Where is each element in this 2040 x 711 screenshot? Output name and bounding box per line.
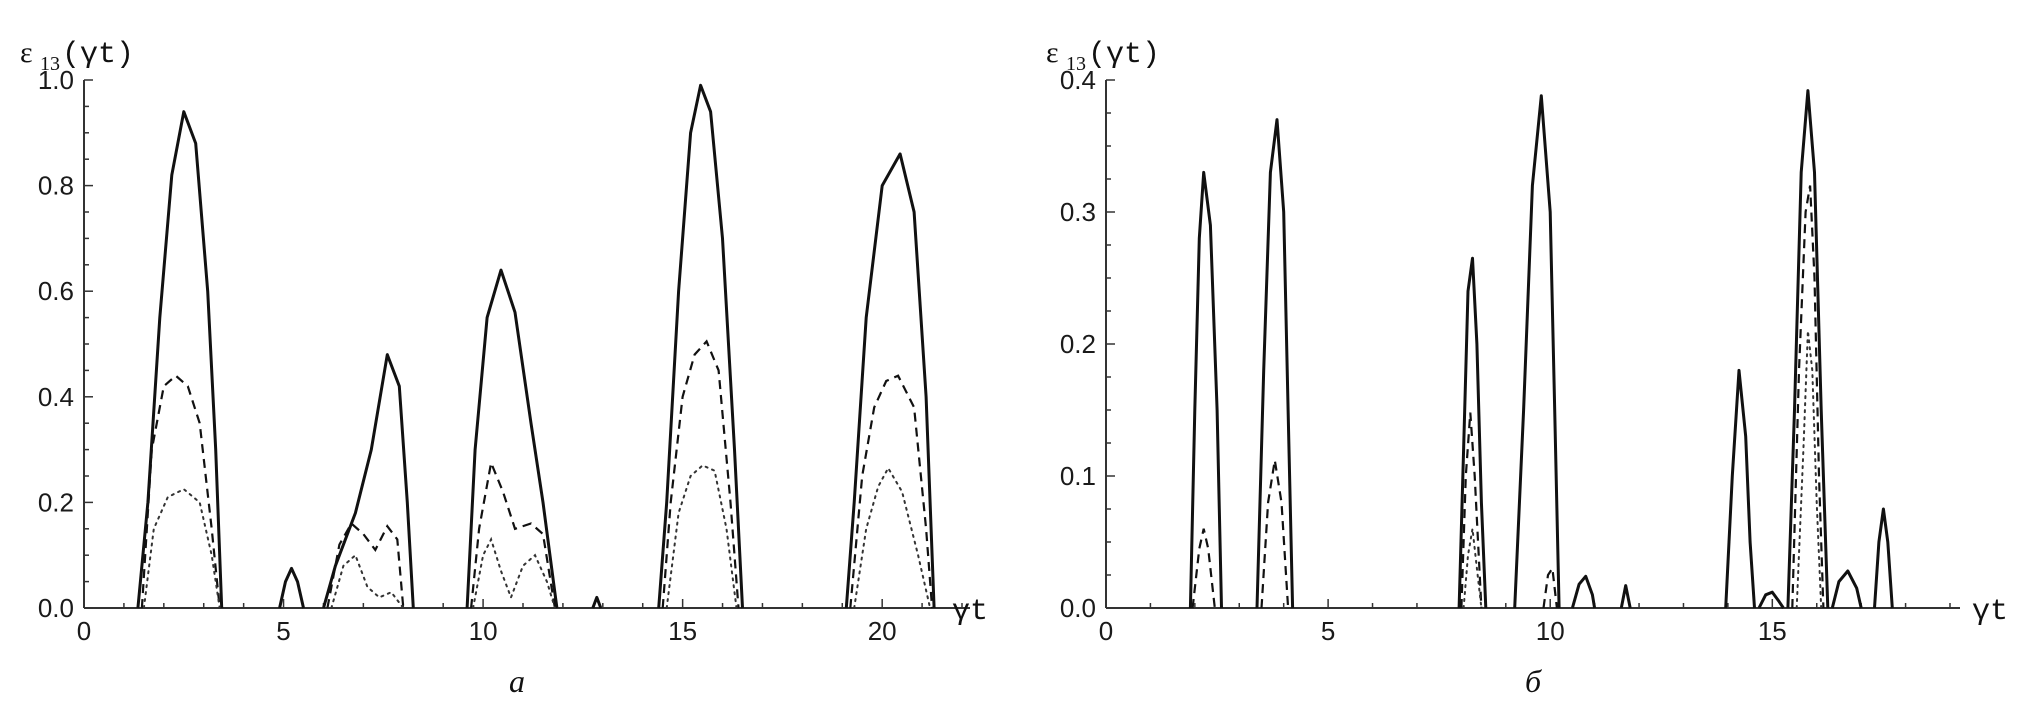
panel-b-y-tick-label: 0.0 [1060,593,1096,623]
panel-b-solid-curve [1786,89,1830,609]
panel-b-xlabel: γt [1972,595,2008,629]
panel-a-ylabel-sub: 13 [40,53,60,75]
panel-b-solid-curve [1457,256,1488,609]
panel-a-dashed-curve [661,339,740,609]
panel-b-x-ticks: 0 5 10 15 [1099,599,1951,646]
panel-a-x-tick-label: 5 [276,616,290,646]
panel-b-dotted-curve [1795,330,1823,609]
panel-b-solid-curve [1255,118,1295,609]
panel-a-solid-curve [278,566,305,609]
panel-a-y-tick-label: 0.2 [38,487,74,517]
panel-a-solid-curve [657,83,744,609]
panel-b-y-ticks: 0.0 0.1 0.2 0.3 0.4 [1060,65,1115,623]
panel-a-y-tick-label: 1.0 [38,65,74,95]
panel-a-dotted-curve [853,466,932,609]
panel-a-solid-curve [465,268,559,609]
panel-a-caption: а [509,663,525,699]
panel-a-dashed-curve [326,521,405,609]
panel-a-y-ticks: 0.0 0.2 0.4 0.6 0.8 1.0 [38,65,93,623]
panel-a: ε 13 (γt) 0.0 0.2 0.4 0.6 0.8 1.0 0 5 10 15 20 γt… [20,36,988,699]
panel-b-solid-curve [1570,574,1597,609]
panel-a-y-tick-label: 0.8 [38,171,74,201]
panel-a-solid-curve [844,152,936,609]
panel-b-dashed-curve [1260,460,1290,609]
panel-b-y-tick-label: 0.1 [1060,461,1096,491]
panel-b-x-tick-label: 0 [1099,616,1113,646]
panel-a-ylabel-main: ε [20,36,33,69]
panel-a-series [136,83,936,609]
panel-b-ylabel-main: ε [1046,36,1059,69]
panel-b-dashed-curve [1460,412,1483,609]
panel-b-dotted-curve [1462,528,1483,609]
panel-a-x-tick-label: 10 [469,616,498,646]
panel-b-solid-curve [1757,590,1785,609]
panel-a-x-tick-label: 20 [868,616,897,646]
panel-b-y-tick-label: 0.4 [1060,65,1096,95]
panel-a-ylabel-paren: (γt) [62,38,134,72]
panel-a-y-tick-label: 0.6 [38,276,74,306]
panel-b-series [1188,89,1894,609]
panel-b: ε 13 (γt) 0.0 0.1 0.2 0.3 0.4 0 5 10 15 γt б [1046,36,2008,699]
panel-a-y-tick-label: 0.0 [38,593,74,623]
panel-b-y-tick-label: 0.2 [1060,329,1096,359]
panel-b-x-tick-label: 5 [1321,616,1335,646]
panel-a-dotted-curve [665,464,738,609]
panel-b-dashed-curve [1542,565,1558,609]
panel-b-solid-curve [1513,94,1561,609]
panel-b-x-tick-label: 10 [1536,616,1565,646]
panel-b-solid-curve [1619,584,1632,609]
panel-a-xlabel: γt [952,595,988,629]
panel-a-dashed-curve [849,374,934,609]
panel-a-dashed-curve [140,374,221,609]
panel-b-x-tick-label: 15 [1758,616,1787,646]
panel-b-y-tick-label: 0.3 [1060,197,1096,227]
panel-a-dotted-curve [142,488,221,609]
panel-b-dashed-curve [1791,185,1825,609]
panel-b-solid-curve [1188,170,1223,609]
panel-a-dashed-curve [470,458,556,609]
panel-a-dotted-curve [330,553,405,609]
panel-b-ylabel-sub: 13 [1066,53,1086,75]
panel-a-solid-curve [136,110,224,609]
panel-b-solid-curve [1830,569,1863,609]
panel-a-solid-curve [591,595,603,609]
panel-a-y-tick-label: 0.4 [38,382,74,412]
panel-b-ylabel: ε 13 (γt) [1046,36,1160,75]
panel-a-solid-curve [322,353,415,609]
panel-a-x-tick-label: 15 [668,616,697,646]
panel-b-solid-curve [1873,507,1894,609]
panel-a-x-ticks: 0 5 10 15 20 [77,599,963,646]
panel-a-x-tick-label: 0 [77,616,91,646]
panel-b-ylabel-paren: (γt) [1088,38,1160,72]
panel-a-ylabel: ε 13 (γt) [20,36,134,75]
panel-b-dashed-curve [1191,528,1216,609]
panel-b-solid-curve [1724,368,1756,609]
panel-b-caption: б [1525,663,1542,699]
panel-a-dotted-curve [472,536,556,609]
